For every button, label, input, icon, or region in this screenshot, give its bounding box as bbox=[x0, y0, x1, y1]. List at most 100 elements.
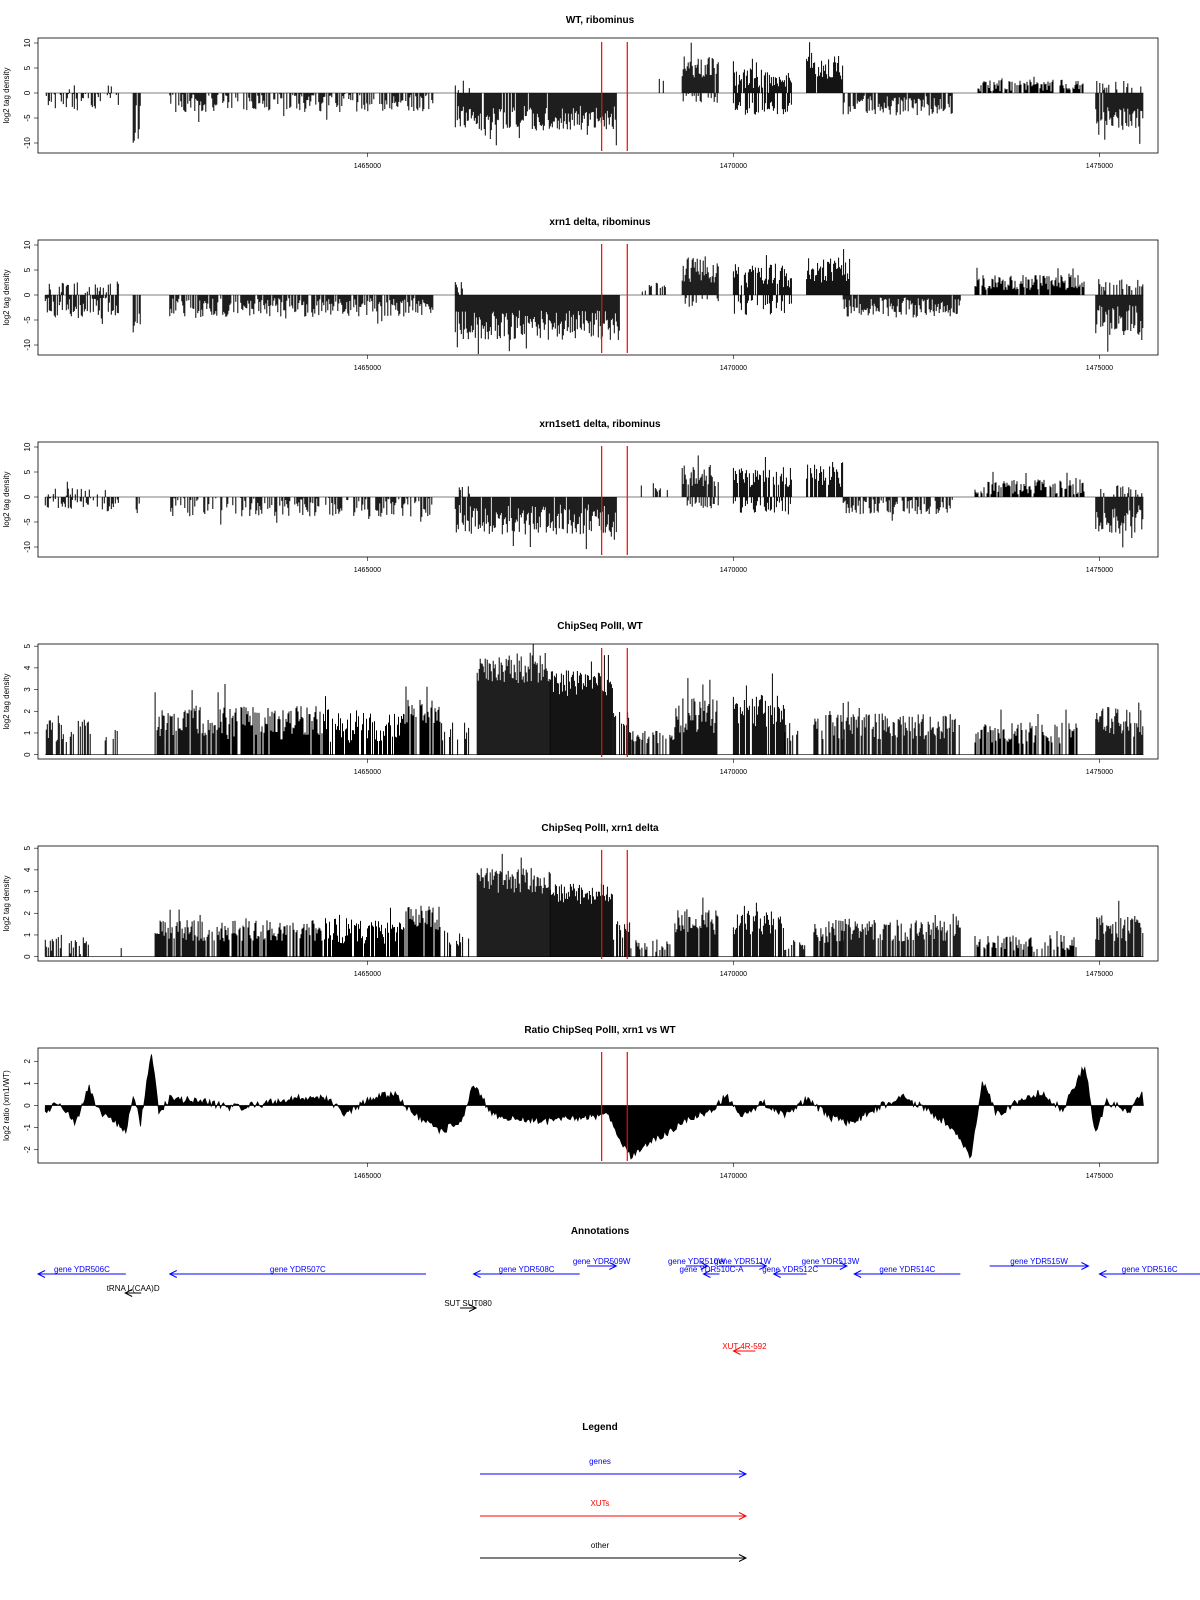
legend-item: genes bbox=[480, 1457, 748, 1478]
feature-label: gene YDR510W bbox=[668, 1257, 726, 1266]
y-tick-label: 0 bbox=[23, 1103, 32, 1108]
panel-title: ChipSeq PolII, xrn1 delta bbox=[541, 823, 659, 834]
arrow-head bbox=[839, 1262, 849, 1270]
bar-segment bbox=[169, 93, 434, 122]
bar-segment bbox=[458, 486, 470, 497]
x-tick-label: 1470000 bbox=[720, 567, 747, 574]
bar-segment bbox=[444, 930, 470, 957]
x-tick-label: 1465000 bbox=[354, 365, 381, 372]
arrow-head bbox=[772, 1270, 781, 1278]
bar-segment bbox=[1095, 295, 1144, 352]
bar-segment bbox=[454, 295, 620, 354]
plot-frame bbox=[37, 643, 1159, 760]
feature-label: gene YDR514C bbox=[879, 1265, 935, 1274]
y-tick-label: -5 bbox=[23, 316, 32, 324]
y-tick-label: -10 bbox=[23, 339, 32, 351]
bar-segment bbox=[784, 940, 806, 957]
legend-label: other bbox=[591, 1541, 610, 1550]
panel-title: Ratio ChipSeq PolII, xrn1 vs WT bbox=[524, 1025, 675, 1036]
plot-frame bbox=[37, 441, 1159, 558]
bar-segment bbox=[45, 93, 119, 111]
arrow-head bbox=[853, 1270, 862, 1278]
feature-other: tRNA L(CAA)D bbox=[107, 1284, 160, 1297]
bar-segment bbox=[681, 256, 719, 295]
track-panel-5: ChipSeq PolII, xrn1 delta log2 tag densit… bbox=[2, 823, 1159, 978]
y-axis-label: log2 tag density bbox=[2, 269, 11, 325]
bar-segment bbox=[549, 883, 613, 957]
y-tick-label: 2 bbox=[23, 910, 32, 915]
y-axis-label: log2 tag density bbox=[2, 67, 11, 123]
y-tick-label: 5 bbox=[23, 469, 32, 474]
y-tick-label: 2 bbox=[23, 708, 32, 713]
bar-segment bbox=[154, 909, 221, 957]
bar-segment bbox=[613, 712, 632, 755]
panel-title: xrn1set1 delta, ribominus bbox=[539, 419, 661, 430]
feature-label: gene YDR512C bbox=[762, 1265, 818, 1274]
bar-segment bbox=[732, 93, 792, 115]
bar-segment bbox=[732, 497, 791, 515]
bar-segment bbox=[630, 939, 671, 957]
bar-segment bbox=[977, 76, 1084, 93]
bar-segment bbox=[784, 723, 799, 755]
x-tick-label: 1465000 bbox=[354, 769, 381, 776]
bar-segment bbox=[974, 709, 1078, 755]
feature-label: tRNA L(CAA)D bbox=[107, 1284, 160, 1293]
bar-segment bbox=[1100, 485, 1143, 497]
bar-segment bbox=[732, 255, 792, 295]
x-tick-label: 1475000 bbox=[1086, 971, 1113, 978]
x-tick-label: 1465000 bbox=[354, 971, 381, 978]
track-panel-2: xrn1 delta, ribominus log2 tag density 10 5… bbox=[2, 217, 1159, 372]
arrow-head bbox=[738, 1554, 748, 1562]
bar-segment bbox=[44, 497, 119, 512]
x-tick-label: 1475000 bbox=[1086, 163, 1113, 170]
bar-segment bbox=[842, 701, 960, 755]
feature-label: gene YDR508C bbox=[499, 1265, 555, 1274]
bar-segment bbox=[974, 267, 1085, 295]
feature-gene: gene YDR513W bbox=[802, 1257, 860, 1270]
bar-segment bbox=[476, 853, 551, 957]
x-tick-label: 1475000 bbox=[1086, 567, 1113, 574]
arrow-head bbox=[732, 1347, 741, 1355]
x-tick-label: 1465000 bbox=[354, 567, 381, 574]
bar-segment bbox=[806, 42, 844, 93]
bar-segment bbox=[454, 282, 463, 295]
panel-title: ChipSeq PolII, WT bbox=[557, 621, 643, 632]
arrow-head bbox=[1098, 1270, 1107, 1278]
bar-segment bbox=[1095, 702, 1144, 755]
feature-xut: XUT 4R-592 bbox=[722, 1342, 767, 1355]
bar-segment bbox=[684, 295, 719, 307]
track-panel-6: Ratio ChipSeq PolII, xrn1 vs WT log2 rati… bbox=[2, 1025, 1159, 1180]
panel-title: xrn1 delta, ribominus bbox=[549, 217, 651, 228]
plot-frame bbox=[37, 845, 1159, 962]
bar-segment bbox=[640, 483, 668, 497]
x-tick-label: 1465000 bbox=[354, 1173, 381, 1180]
y-tick-label: -5 bbox=[23, 114, 32, 122]
bar-segment bbox=[68, 85, 112, 93]
y-tick-label: 0 bbox=[23, 494, 32, 499]
legend-item: XUTs bbox=[480, 1499, 748, 1520]
bar-segment bbox=[681, 455, 719, 497]
bar-segment bbox=[323, 696, 404, 755]
bar-segment bbox=[974, 471, 1085, 497]
bar-segment bbox=[45, 715, 89, 755]
y-tick-label: 1 bbox=[23, 932, 32, 937]
arrow-head bbox=[702, 1270, 711, 1278]
bar-segment bbox=[1095, 497, 1144, 548]
bar-segment bbox=[674, 897, 719, 957]
y-axis-label: log2 tag density bbox=[2, 875, 11, 931]
feature-label: gene YDR509W bbox=[573, 1257, 631, 1266]
feature-gene: gene YDR507C bbox=[168, 1265, 426, 1278]
y-axis-label: log2 tag density bbox=[2, 673, 11, 729]
feature-gene: gene YDR506C bbox=[36, 1265, 126, 1278]
bar-segment bbox=[44, 934, 89, 957]
bar-segment bbox=[681, 42, 719, 93]
bar-segment bbox=[324, 907, 404, 957]
arrow-head bbox=[759, 1262, 768, 1270]
bar-segment bbox=[674, 678, 718, 755]
bar-segment bbox=[135, 497, 140, 514]
feature-gene: gene YDR511W bbox=[714, 1257, 772, 1270]
bar-segment bbox=[454, 497, 617, 550]
plot-frame bbox=[37, 37, 1159, 154]
bar-segment bbox=[842, 295, 961, 318]
bar-segment bbox=[813, 920, 844, 957]
